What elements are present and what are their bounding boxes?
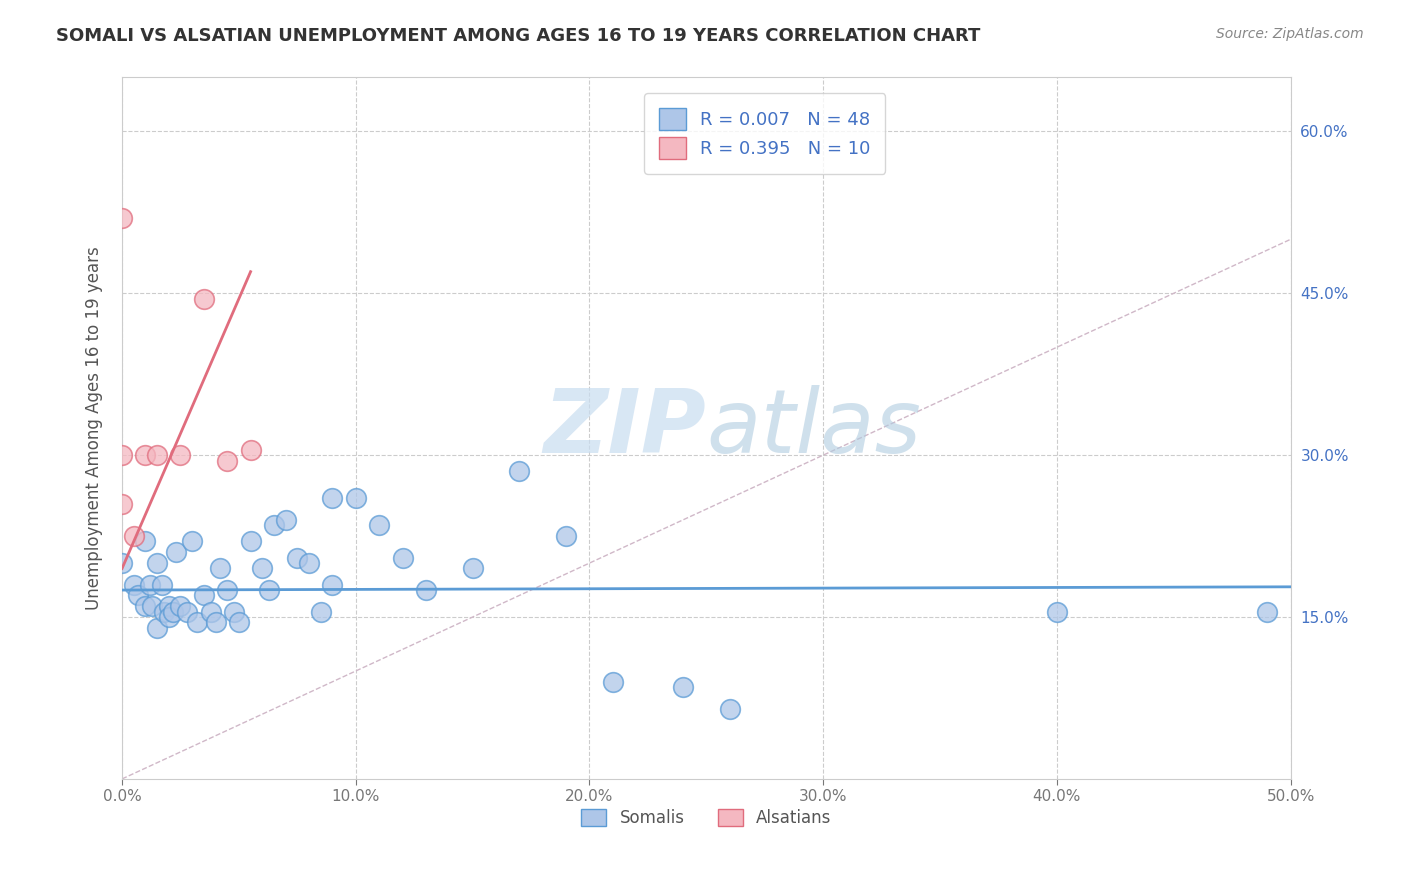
Point: [285, 550, 308, 565]
Point: [200, 605, 222, 619]
Point: [134, 448, 156, 462]
Point: [165, 545, 187, 559]
Point: [193, 292, 215, 306]
Point: [217, 453, 239, 467]
Point: [415, 583, 437, 598]
Point: [263, 518, 285, 533]
Point: [239, 442, 262, 457]
Point: [321, 491, 343, 506]
Point: [186, 615, 208, 630]
Point: [127, 589, 149, 603]
Point: [169, 599, 191, 614]
Point: [134, 534, 156, 549]
Point: [204, 615, 226, 630]
Point: [193, 589, 215, 603]
Point: [217, 583, 239, 598]
Point: [134, 599, 156, 614]
Point: [461, 561, 484, 575]
Point: [111, 211, 134, 225]
Point: [309, 605, 332, 619]
Point: [274, 513, 297, 527]
Point: [150, 577, 173, 591]
Point: [602, 674, 624, 689]
Point: [321, 577, 343, 591]
Point: [239, 534, 262, 549]
Point: [111, 448, 134, 462]
Point: [1256, 605, 1278, 619]
Point: [111, 556, 134, 570]
Y-axis label: Unemployment Among Ages 16 to 19 years: Unemployment Among Ages 16 to 19 years: [86, 246, 103, 610]
Point: [224, 605, 246, 619]
Point: [252, 561, 274, 575]
Point: [169, 448, 191, 462]
Point: [153, 605, 176, 619]
Point: [209, 561, 232, 575]
Point: [122, 529, 145, 543]
Point: [1046, 605, 1069, 619]
Point: [146, 621, 169, 635]
Point: [718, 702, 741, 716]
Point: [176, 605, 198, 619]
Point: [298, 556, 321, 570]
Point: [141, 599, 163, 614]
Point: [157, 610, 180, 624]
Point: [157, 599, 180, 614]
Point: [508, 464, 530, 478]
Point: [228, 615, 250, 630]
Point: [146, 556, 169, 570]
Point: [672, 680, 695, 694]
Text: Source: ZipAtlas.com: Source: ZipAtlas.com: [1216, 27, 1364, 41]
Point: [162, 605, 184, 619]
Text: SOMALI VS ALSATIAN UNEMPLOYMENT AMONG AGES 16 TO 19 YEARS CORRELATION CHART: SOMALI VS ALSATIAN UNEMPLOYMENT AMONG AG…: [56, 27, 980, 45]
Point: [146, 448, 169, 462]
Point: [122, 577, 145, 591]
Point: [111, 497, 134, 511]
Point: [391, 550, 413, 565]
Point: [181, 534, 204, 549]
Text: ZIP: ZIP: [544, 384, 706, 472]
Point: [368, 518, 391, 533]
Point: [555, 529, 578, 543]
Point: [344, 491, 367, 506]
Point: [139, 577, 162, 591]
Text: atlas: atlas: [706, 385, 921, 471]
Legend: Somalis, Alsatians: Somalis, Alsatians: [575, 802, 838, 834]
Point: [259, 583, 281, 598]
